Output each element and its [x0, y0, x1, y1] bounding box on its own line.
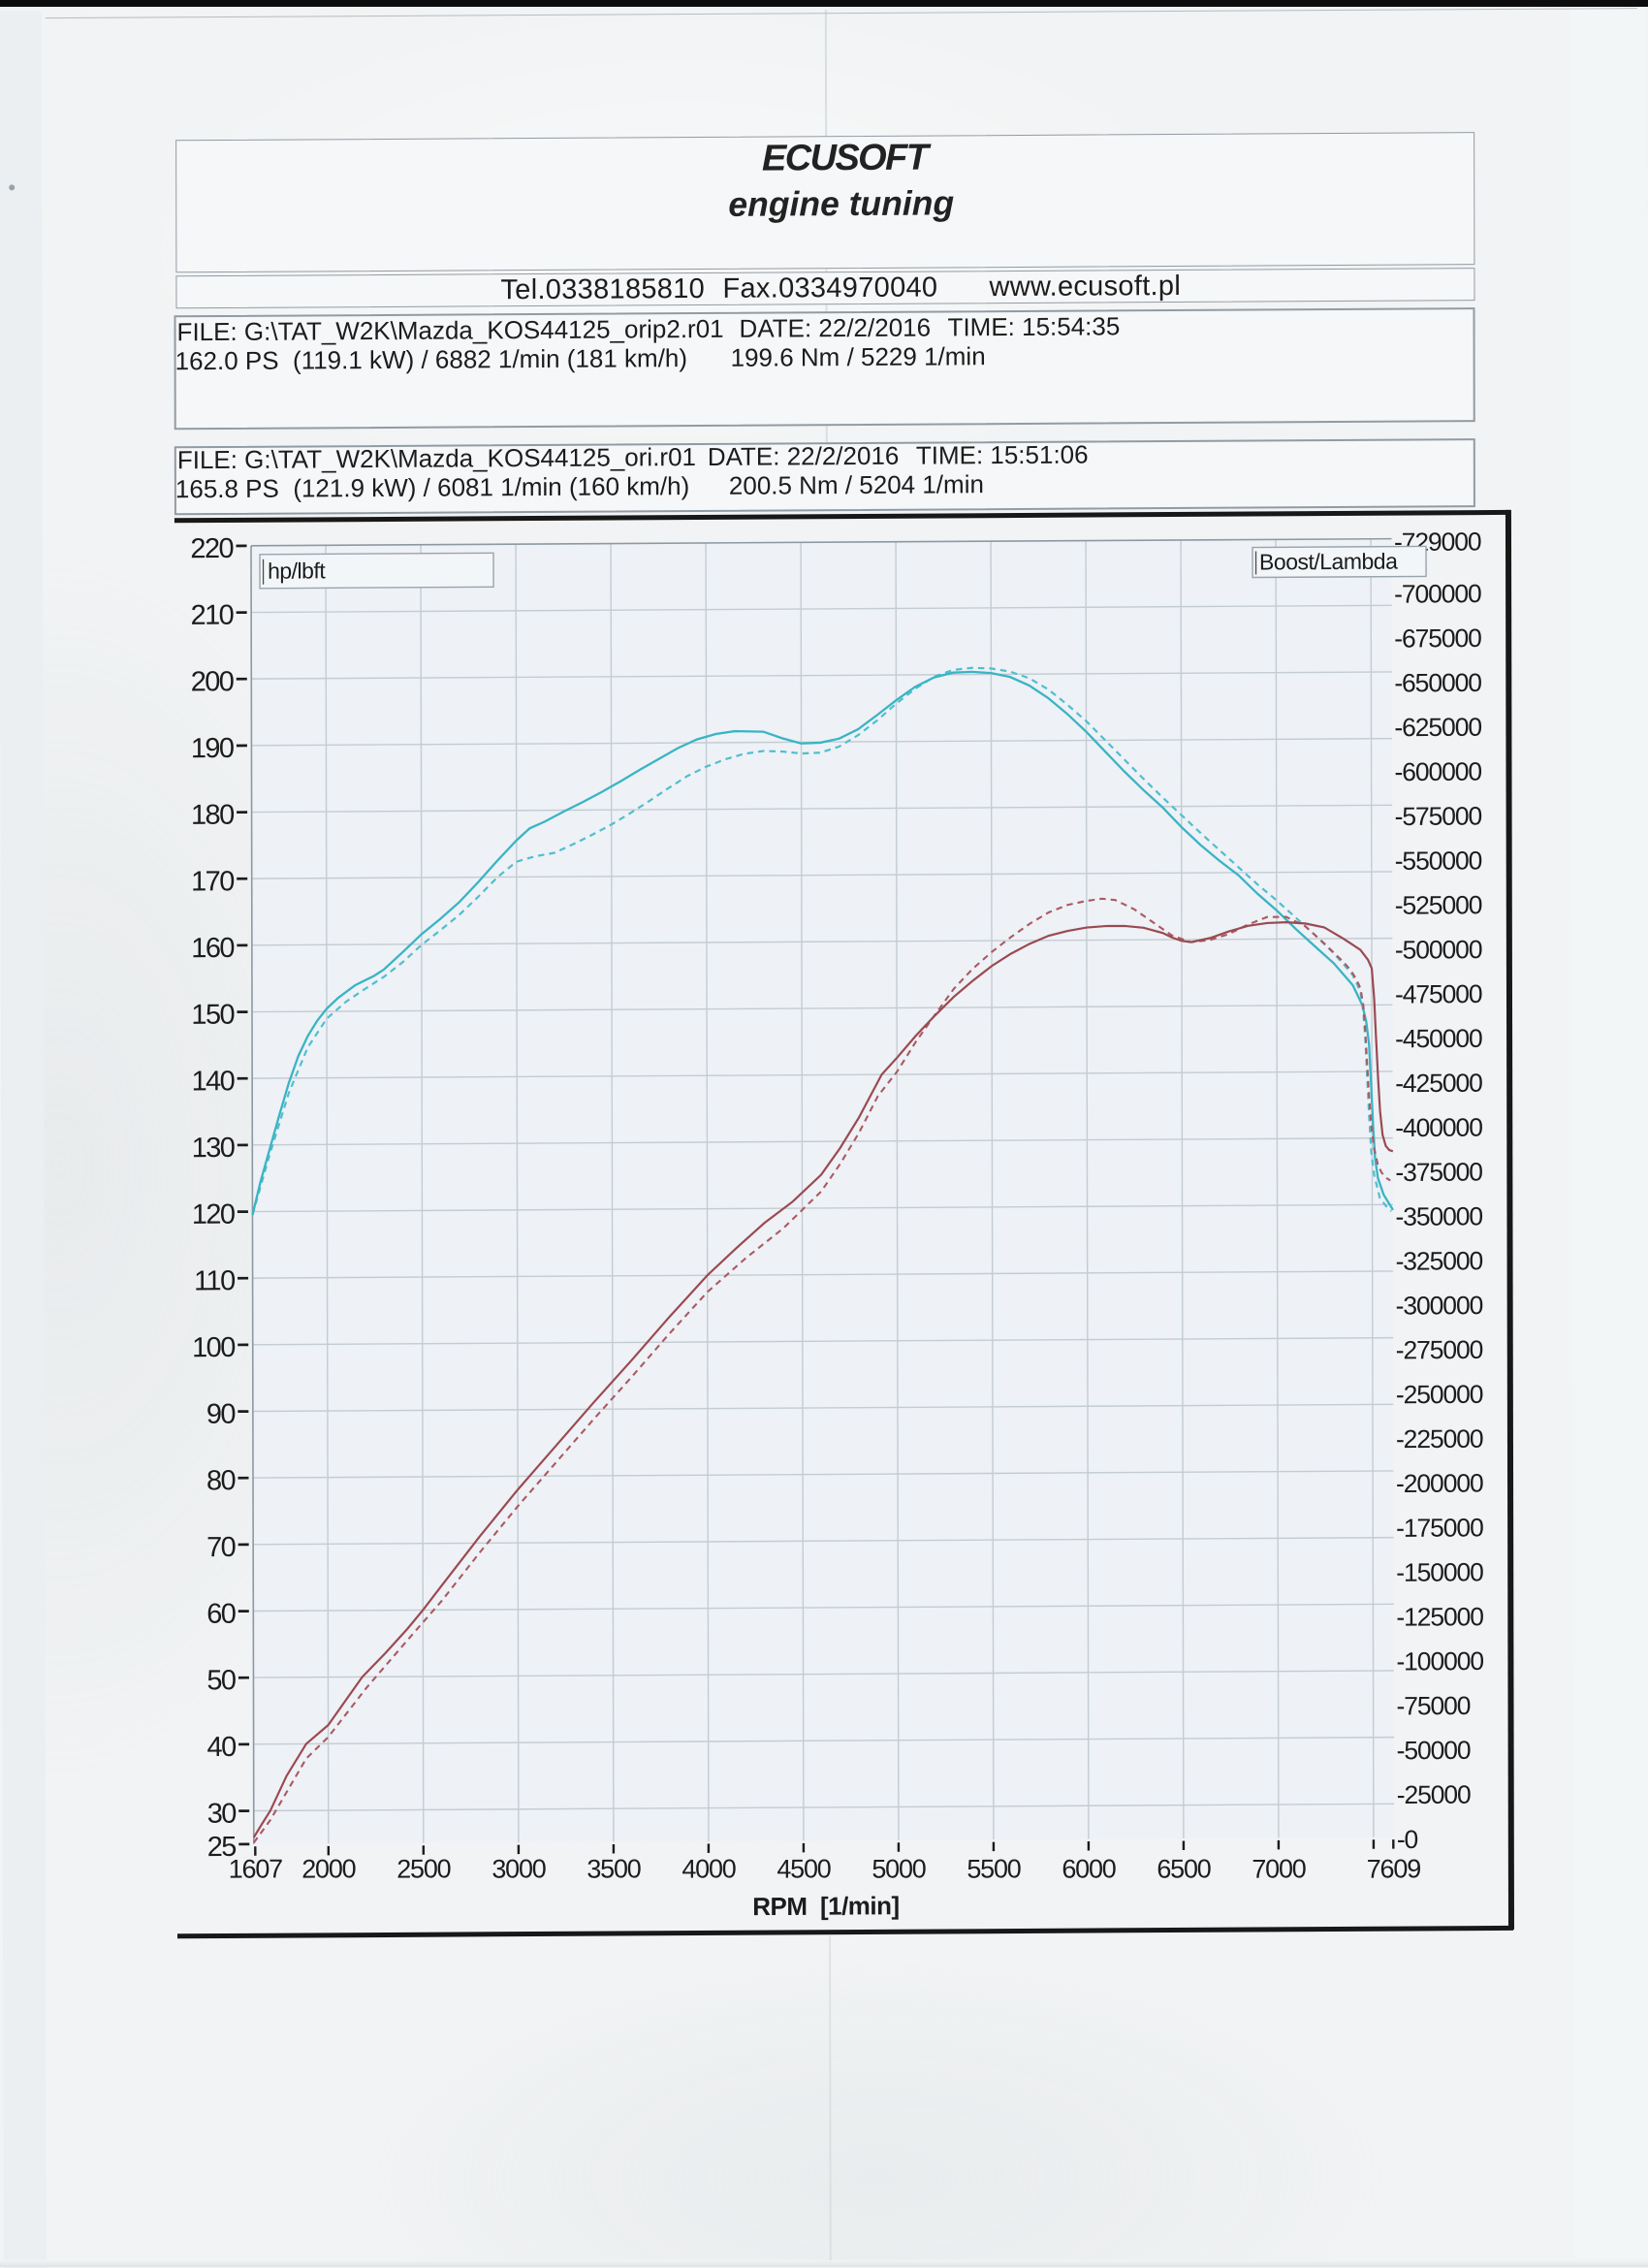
svg-text:-650000: -650000 — [1394, 668, 1481, 698]
svg-text:RPM [1/min]: RPM [1/min] — [752, 1891, 900, 1921]
svg-text:60: 60 — [206, 1599, 236, 1630]
svg-text:-375000: -375000 — [1395, 1157, 1482, 1187]
svg-text:5500: 5500 — [967, 1854, 1021, 1883]
svg-text:-625000: -625000 — [1394, 713, 1481, 743]
svg-text:hp/lbft: hp/lbft — [268, 558, 326, 583]
svg-text:80: 80 — [206, 1465, 236, 1496]
svg-text:-300000: -300000 — [1396, 1291, 1483, 1321]
svg-text:6000: 6000 — [1062, 1854, 1116, 1883]
svg-text:-275000: -275000 — [1396, 1335, 1483, 1365]
svg-text:7609: 7609 — [1367, 1854, 1421, 1883]
svg-text:4000: 4000 — [681, 1854, 736, 1883]
svg-text:180: 180 — [191, 800, 234, 831]
svg-text:-150000: -150000 — [1396, 1557, 1483, 1587]
svg-text:120: 120 — [192, 1199, 235, 1230]
svg-text:-75000: -75000 — [1396, 1691, 1470, 1720]
svg-text:-350000: -350000 — [1395, 1201, 1482, 1231]
svg-text:170: 170 — [191, 866, 234, 897]
svg-text:-525000: -525000 — [1395, 890, 1482, 920]
svg-text:-250000: -250000 — [1396, 1380, 1483, 1410]
svg-text:-600000: -600000 — [1394, 757, 1481, 787]
svg-text:100: 100 — [192, 1332, 235, 1363]
svg-text:190: 190 — [191, 733, 234, 764]
svg-text:-325000: -325000 — [1396, 1246, 1483, 1276]
svg-text:160: 160 — [191, 933, 234, 964]
svg-text:-125000: -125000 — [1396, 1602, 1483, 1632]
svg-text:7000: 7000 — [1252, 1854, 1306, 1883]
svg-text:-700000: -700000 — [1394, 579, 1481, 609]
svg-text:5000: 5000 — [872, 1854, 926, 1883]
svg-text:-450000: -450000 — [1395, 1024, 1482, 1054]
svg-text:4500: 4500 — [776, 1854, 831, 1883]
svg-text:-575000: -575000 — [1395, 801, 1482, 831]
svg-text:-50000: -50000 — [1397, 1736, 1471, 1765]
svg-text:140: 140 — [192, 1066, 235, 1097]
svg-text:110: 110 — [194, 1265, 235, 1296]
svg-text:-550000: -550000 — [1395, 846, 1482, 876]
svg-text:210: 210 — [191, 600, 234, 631]
svg-text:220: 220 — [190, 533, 233, 564]
svg-text:2500: 2500 — [396, 1854, 451, 1883]
svg-text:3000: 3000 — [491, 1854, 546, 1883]
svg-text:200: 200 — [191, 666, 234, 697]
svg-text:50: 50 — [206, 1665, 236, 1696]
svg-text:-675000: -675000 — [1394, 623, 1481, 654]
svg-text:-225000: -225000 — [1396, 1424, 1483, 1454]
svg-text:-400000: -400000 — [1395, 1113, 1482, 1143]
svg-text:Boost/Lambda: Boost/Lambda — [1259, 549, 1398, 575]
svg-text:40: 40 — [206, 1732, 236, 1763]
svg-text:-25000: -25000 — [1397, 1780, 1471, 1809]
svg-text:-500000: -500000 — [1395, 935, 1482, 965]
svg-text:-200000: -200000 — [1396, 1468, 1483, 1498]
svg-text:6500: 6500 — [1157, 1854, 1211, 1883]
svg-text:1607: 1607 — [229, 1854, 283, 1883]
svg-text:3500: 3500 — [586, 1854, 641, 1883]
svg-text:-425000: -425000 — [1395, 1069, 1482, 1099]
svg-text:30: 30 — [207, 1799, 237, 1830]
svg-text:150: 150 — [191, 1000, 234, 1031]
svg-text:2000: 2000 — [301, 1854, 356, 1883]
svg-text:-0: -0 — [1397, 1825, 1418, 1854]
svg-text:-175000: -175000 — [1396, 1513, 1483, 1543]
svg-text:70: 70 — [206, 1532, 236, 1563]
svg-text:90: 90 — [206, 1399, 236, 1430]
svg-text:-475000: -475000 — [1395, 979, 1482, 1009]
svg-text:130: 130 — [192, 1133, 235, 1164]
svg-text:-100000: -100000 — [1396, 1646, 1483, 1677]
